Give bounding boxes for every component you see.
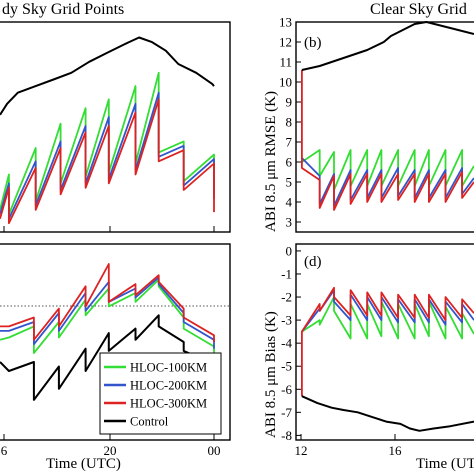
panel-b-letter-bg: [302, 30, 332, 52]
panel-d-yticks: 0 -1 -2 -3 -4 -5 -6 -7 -8: [281, 243, 301, 443]
panel-a-frame: [0, 21, 231, 233]
xtick-label: 12: [295, 443, 308, 458]
ytick-label: -8: [281, 428, 292, 443]
series-line-control: [301, 395, 474, 432]
series-line-hloc-100km: [301, 149, 474, 191]
panel-d-frame: [295, 243, 474, 441]
panel-d-series: [300, 286, 474, 432]
panel-d-ylabel: ABI 8.5 μm Bias (K): [263, 311, 279, 438]
ytick-label: -5: [281, 359, 292, 374]
ytick-label: -4: [281, 336, 292, 351]
series-line-control: [0, 36, 215, 116]
ytick-label: -3: [281, 313, 292, 328]
series-line-hloc-100km: [0, 71, 215, 216]
ytick-label: 9: [286, 95, 293, 110]
ytick-label: 7: [286, 135, 293, 150]
panel-d-letter: (d): [304, 254, 322, 270]
xtick-label: 00: [208, 443, 221, 458]
series-line-hloc-200km: [0, 276, 215, 349]
legend-label: HLOC-100KM: [130, 361, 207, 375]
panel-b-frame: [295, 21, 474, 233]
panel-a-title: dy Sky Grid Points: [2, 1, 124, 18]
panel-b-letter: (b): [304, 35, 322, 51]
ytick-label: -1: [281, 266, 292, 281]
panel-c-series: [0, 263, 215, 401]
xtick-label: 20: [104, 443, 117, 458]
series-line-hloc-300km: [0, 263, 215, 342]
panel-b-title: Clear Sky Grid: [370, 1, 467, 18]
ytick-label: 11: [279, 55, 292, 70]
series-line-hloc-300km: [300, 70, 474, 211]
panel-b-yticks: 3 4 5 6 7 8 9 10 11 12 13: [279, 15, 301, 230]
xtick-label: 6: [1, 443, 8, 458]
ytick-label: 6: [286, 155, 293, 170]
ytick-label: 3: [286, 215, 293, 230]
legend-label: Control: [130, 415, 169, 429]
panel-d-xlabel: Time (UTC): [416, 456, 474, 472]
panel-c-xticks: 6 20 00: [1, 434, 221, 458]
legend: HLOC-100KM HLOC-200KM HLOC-300KM Control: [99, 352, 222, 435]
ytick-label: 12: [279, 35, 292, 50]
series-line-hloc-200km: [0, 91, 215, 220]
series-line-control: [0, 314, 215, 401]
ytick-label: -2: [281, 290, 292, 305]
series-line-hloc-300km: [0, 98, 215, 225]
ytick-label: -6: [281, 382, 292, 397]
panel-c-frame: [0, 243, 231, 441]
panel-a-xticks: [3, 226, 215, 232]
panel-a-series: [0, 36, 215, 225]
ytick-label: 5: [286, 175, 293, 190]
ytick-label: 10: [279, 75, 292, 90]
panel-d-xticks: 12 16: [295, 434, 403, 458]
panel-b-series: [300, 21, 474, 211]
series-line-control: [301, 21, 474, 71]
legend-label: HLOC-300KM: [130, 397, 207, 411]
xtick-label: 16: [389, 443, 403, 458]
series-line-hloc-100km: [0, 278, 215, 355]
panel-b-ylabel: ABI 8.5 μm RMSE (K): [263, 91, 279, 232]
ytick-label: -7: [281, 405, 292, 420]
ytick-label: 0: [286, 243, 293, 258]
ytick-label: 4: [286, 195, 293, 210]
panel-c-xlabel: Time (UTC): [46, 456, 121, 472]
series-line-hloc-300km: [300, 286, 474, 397]
panel-d-letter-bg: [302, 249, 332, 271]
ytick-label: 13: [279, 15, 292, 30]
legend-label: HLOC-200KM: [130, 379, 207, 393]
ytick-label: 8: [286, 115, 293, 130]
